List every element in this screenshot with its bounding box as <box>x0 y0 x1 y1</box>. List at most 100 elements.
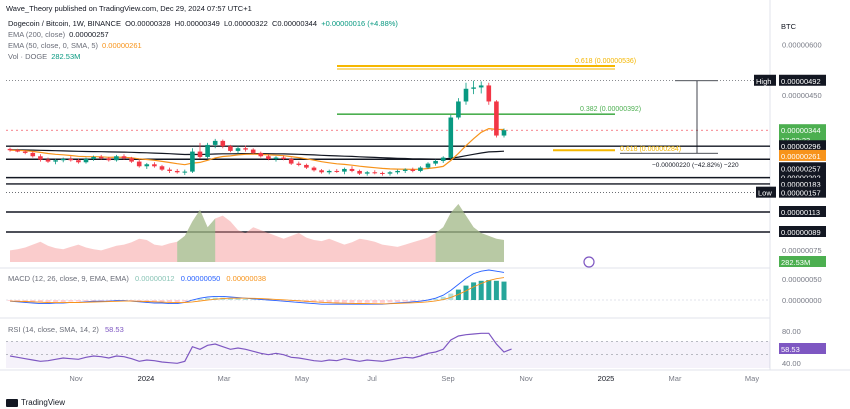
candle-body <box>478 85 484 88</box>
macd-histogram-bar <box>159 300 165 302</box>
level-label: 0.00000257 <box>781 164 821 173</box>
macd-histogram-bar <box>53 300 59 302</box>
candle-body <box>471 87 476 89</box>
ohlc-low: L0.00000322 <box>224 19 268 28</box>
macd-histogram-bar <box>68 300 74 302</box>
candle-body <box>304 164 309 168</box>
time-tick-label: May <box>295 374 309 383</box>
candle-body <box>319 170 324 173</box>
low-value-bg <box>779 186 826 198</box>
refresh-icon <box>583 256 595 268</box>
ohlc-change: +0.00000016 (+4.88%) <box>321 19 398 28</box>
macd-histogram-bar <box>357 300 363 303</box>
measure-label: −0.00000220 (−42.82%) −220 <box>652 162 739 169</box>
tradingview-footer[interactable]: TradingView <box>6 398 65 407</box>
level-label-bg <box>779 177 826 189</box>
volume-area-green <box>435 204 504 262</box>
candle-body <box>182 171 188 173</box>
candle-body <box>281 157 286 159</box>
macd-histogram-bar <box>433 298 439 300</box>
ema50-legend[interactable]: EMA (50, close, 0, SMA, 5) 0.00000261 <box>8 41 142 50</box>
candle-body <box>152 164 157 167</box>
level-label: 0.00000089 <box>781 228 821 237</box>
rsi-label: RSI (14, close, SMA, 14, 2) <box>8 325 99 334</box>
macd-histogram-bar <box>45 300 51 303</box>
candle-body <box>334 170 340 172</box>
candle-body <box>380 172 385 174</box>
candle-body <box>326 170 332 173</box>
candle-body <box>53 160 58 162</box>
macd-histogram-bar <box>75 300 81 302</box>
candle-body <box>296 163 302 165</box>
level-label-bg <box>779 206 826 217</box>
macd-tick-label: 0.00000050 <box>782 275 822 284</box>
candle-body <box>494 101 499 136</box>
rsi-value-label-bg <box>779 343 826 354</box>
candle-body <box>235 148 241 151</box>
volume-value-label: 282.53M <box>781 258 810 267</box>
candle-body <box>45 159 51 162</box>
candle-body <box>106 158 112 161</box>
candle-body <box>22 151 28 153</box>
symbol-header: Dogecoin / Bitcoin, 1W, BINANCE O0.00000… <box>8 18 398 29</box>
macd-histogram-bar <box>144 300 150 302</box>
high-value-bg <box>779 74 826 86</box>
ema50-value: 0.00000261 <box>102 41 142 50</box>
macd-histogram-bar <box>106 300 112 301</box>
macd-histogram-bar <box>417 300 423 301</box>
countdown-label-bg <box>779 134 826 146</box>
macd-histogram-bar <box>478 280 484 300</box>
macd-histogram-bar <box>463 285 469 300</box>
macd-legend[interactable]: MACD (12, 26, close, 9, EMA, EMA) 0.0000… <box>8 274 266 283</box>
candle-body <box>486 85 492 102</box>
candle-body <box>76 160 81 163</box>
macd-histogram-bar <box>7 300 13 301</box>
macd-histogram-bar <box>387 300 393 303</box>
candle-body <box>342 168 347 172</box>
price-tick-label: 0.00000450 <box>782 91 822 100</box>
high-value: 0.00000492 <box>781 77 821 86</box>
candle-body <box>250 149 256 153</box>
current-price-label: 0.00000344 <box>781 126 821 135</box>
high-label: High <box>756 77 771 86</box>
volume-legend[interactable]: Vol · DOGE 282.53M <box>8 52 80 61</box>
candle-body <box>501 130 507 136</box>
fib-618-top-label: 0.618 (0.00000536) <box>575 58 636 65</box>
candle-body <box>7 148 13 151</box>
candle-body <box>243 148 248 150</box>
macd-histogram-bar <box>395 300 401 302</box>
macd-histogram-bar <box>319 300 325 303</box>
candle-body <box>38 156 43 160</box>
macd-line <box>9 269 505 305</box>
time-tick-label: Nov <box>69 374 83 383</box>
candle-body <box>456 101 461 118</box>
candle-body <box>258 152 264 157</box>
candle-body <box>15 150 20 152</box>
volume-area <box>10 204 504 262</box>
rsi-legend[interactable]: RSI (14, close, SMA, 14, 2) 58.53 <box>8 325 124 334</box>
candle-body <box>212 140 218 145</box>
low-label-bg <box>756 186 776 198</box>
candle-body <box>205 144 210 157</box>
macd-histogram-bar <box>501 281 507 300</box>
candle-body <box>121 156 127 159</box>
candle-body <box>167 169 172 171</box>
macd-histogram-bar <box>174 300 180 303</box>
macd-line-value: 0.00000050 <box>180 274 221 283</box>
level-label: 0.00000183 <box>781 180 821 189</box>
ohlc-close: C0.00000344 <box>271 19 318 28</box>
candle-body <box>395 170 400 173</box>
price-tick-label: 0.00000075 <box>782 246 822 255</box>
macd-histogram-bar <box>22 300 28 302</box>
candle-body <box>114 156 119 161</box>
ema200-legend[interactable]: EMA (200, close) 0.00000257 <box>8 30 109 39</box>
macd-histogram-bar <box>440 296 446 300</box>
rsi-line <box>9 332 512 364</box>
time-tick-label: Mar <box>669 374 682 383</box>
macd-histogram-bar <box>471 282 477 300</box>
candle-body <box>197 151 203 157</box>
current-price-label-bg <box>779 124 826 136</box>
macd-histogram-bar <box>205 298 211 300</box>
ema200-label: EMA (200, close) <box>8 30 66 39</box>
